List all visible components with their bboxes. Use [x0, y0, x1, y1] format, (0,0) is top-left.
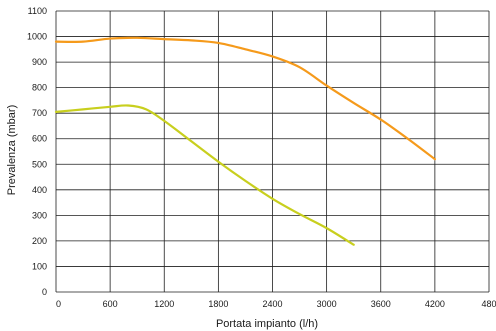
x-tick-label: 2400: [262, 299, 282, 309]
y-tick-label: 500: [32, 159, 47, 169]
x-axis-label: Portata impianto (l/h): [216, 318, 318, 330]
y-tick-label: 400: [32, 185, 47, 195]
x-tick-label: 0: [56, 299, 61, 309]
x-tick-label: 1800: [208, 299, 228, 309]
y-tick-label: 1000: [27, 32, 47, 42]
x-tick-label: 4200: [425, 299, 445, 309]
y-tick-label: 300: [32, 210, 47, 220]
series-line-2: [54, 104, 355, 246]
y-tick-label: 1100: [28, 6, 47, 16]
y-tick-label: 600: [32, 134, 47, 144]
y-tick-label: 700: [32, 108, 47, 118]
x-tick-label: 480: [481, 299, 496, 309]
grid: [55, 10, 490, 293]
x-axis-ticks: 0 600 1200 1800 2400 3000 3600 4200 480: [56, 299, 496, 309]
series-line-1: [54, 36, 436, 161]
x-tick-label: 3000: [317, 299, 337, 309]
y-tick-label: 200: [32, 236, 47, 246]
x-tick-label: 1200: [154, 299, 174, 309]
series-lines: [54, 36, 436, 246]
x-tick-label: 600: [103, 299, 118, 309]
x-tick-label: 3600: [371, 299, 391, 309]
y-tick-label: 0: [42, 287, 47, 297]
y-axis-label: Prevalenza (mbar): [6, 105, 18, 195]
y-tick-label: 800: [32, 83, 47, 93]
y-axis-ticks: 0 100 200 300 400 500 600 700 800 900 1000 1100: [27, 6, 47, 297]
y-tick-label: 100: [32, 261, 47, 271]
y-tick-label: 900: [32, 57, 47, 67]
